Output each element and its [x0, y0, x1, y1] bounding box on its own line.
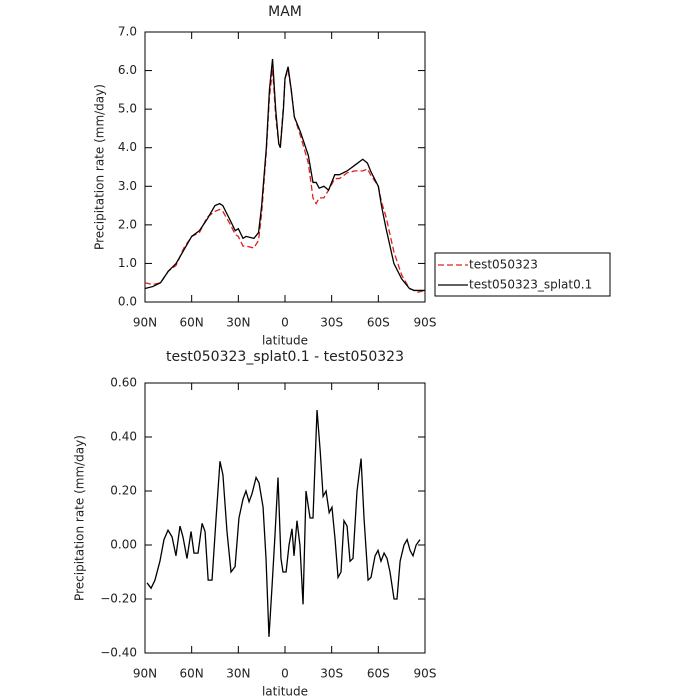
x-tick-label: 60N: [180, 316, 204, 330]
y-tick-label: 4.0: [118, 140, 137, 154]
x-tick-label: 60N: [180, 667, 204, 681]
x-tick-label: 90S: [414, 316, 437, 330]
plot-frame: [144, 382, 426, 654]
legend-label: test050323: [469, 258, 538, 272]
y-tick-label: 1.0: [118, 256, 137, 270]
series-line: [146, 409, 421, 637]
chart-title: test050323_splat0.1 - test050323: [166, 349, 404, 365]
y-tick-label: 7.0: [118, 25, 137, 39]
x-tick-label: 0: [281, 316, 289, 330]
y-tick-label: −0.20: [100, 592, 137, 606]
x-axis-label: latitude: [262, 334, 308, 348]
y-tick-label: 0.20: [110, 484, 137, 498]
y-axis-label: Precipitation rate (mm/day): [93, 84, 107, 250]
chart-title: MAM: [268, 4, 302, 20]
series-line: [144, 58, 425, 292]
x-tick-label: 0: [281, 667, 289, 681]
x-tick-label: 90S: [414, 667, 437, 681]
plot-frame: [144, 31, 426, 303]
y-tick-label: −0.40: [100, 646, 137, 660]
x-tick-label: 30N: [226, 667, 250, 681]
y-tick-label: 0.0: [118, 295, 137, 309]
y-tick-label: 0.40: [110, 430, 137, 444]
x-tick-label: 30S: [320, 667, 343, 681]
y-axis-label: Precipitation rate (mm/day): [73, 435, 87, 601]
x-tick-label: 90N: [133, 316, 157, 330]
y-tick-label: 0.60: [110, 376, 137, 390]
x-tick-label: 60S: [367, 667, 390, 681]
y-tick-label: 6.0: [118, 63, 137, 77]
y-tick-label: 5.0: [118, 102, 137, 116]
x-tick-label: 90N: [133, 667, 157, 681]
x-tick-label: 60S: [367, 316, 390, 330]
legend-box: [434, 252, 611, 297]
x-axis-label: latitude: [262, 685, 308, 699]
series-line: [144, 68, 426, 294]
x-tick-label: 30S: [320, 316, 343, 330]
y-tick-label: 2.0: [118, 217, 137, 231]
legend-label: test050323_splat0.1: [469, 278, 592, 292]
y-tick-label: 3.0: [118, 179, 137, 193]
y-tick-label: 0.00: [110, 538, 137, 552]
x-tick-label: 30N: [226, 316, 250, 330]
